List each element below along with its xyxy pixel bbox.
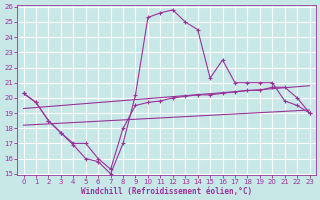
X-axis label: Windchill (Refroidissement éolien,°C): Windchill (Refroidissement éolien,°C) [81,187,252,196]
